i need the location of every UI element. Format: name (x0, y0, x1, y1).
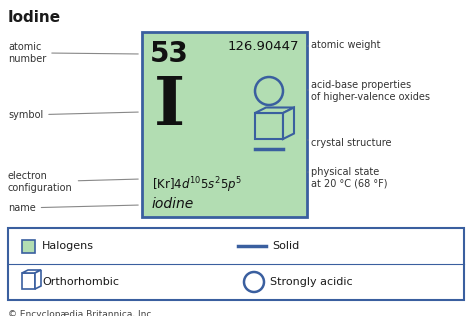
Text: acid-base properties
of higher-valence oxides: acid-base properties of higher-valence o… (308, 80, 430, 102)
Circle shape (255, 77, 283, 105)
Polygon shape (283, 107, 294, 139)
Text: © Encyclopædia Britannica, Inc.: © Encyclopædia Britannica, Inc. (8, 310, 154, 316)
Text: Halogens: Halogens (42, 241, 94, 251)
Polygon shape (255, 107, 294, 113)
Text: Strongly acidic: Strongly acidic (270, 277, 353, 287)
Text: name: name (8, 203, 138, 213)
Text: 53: 53 (150, 40, 189, 68)
Text: crystal structure: crystal structure (308, 138, 392, 148)
Bar (255, 113, 283, 139)
Bar (22, 273, 35, 289)
Bar (142, 32, 307, 217)
Bar (22, 240, 35, 252)
Text: Orthorhombic: Orthorhombic (42, 277, 119, 287)
Text: symbol: symbol (8, 110, 138, 120)
Text: physical state
at 20 °C (68 °F): physical state at 20 °C (68 °F) (308, 167, 388, 189)
Text: iodine: iodine (152, 197, 194, 211)
Polygon shape (35, 270, 41, 289)
Text: Solid: Solid (272, 241, 299, 251)
Text: atomic
number: atomic number (8, 42, 138, 64)
Text: 126.90447: 126.90447 (228, 40, 299, 53)
Circle shape (244, 272, 264, 292)
Text: I: I (154, 74, 185, 139)
Text: Iodine: Iodine (8, 10, 61, 25)
Text: $\mathrm{[Kr]4}d^{10}\mathrm{5}s^{2}\mathrm{5}p^{5}$: $\mathrm{[Kr]4}d^{10}\mathrm{5}s^{2}\mat… (152, 175, 242, 195)
Polygon shape (22, 270, 41, 273)
Text: atomic weight: atomic weight (308, 40, 381, 50)
Bar (8, 228, 464, 300)
Text: electron
configuration: electron configuration (8, 171, 138, 192)
